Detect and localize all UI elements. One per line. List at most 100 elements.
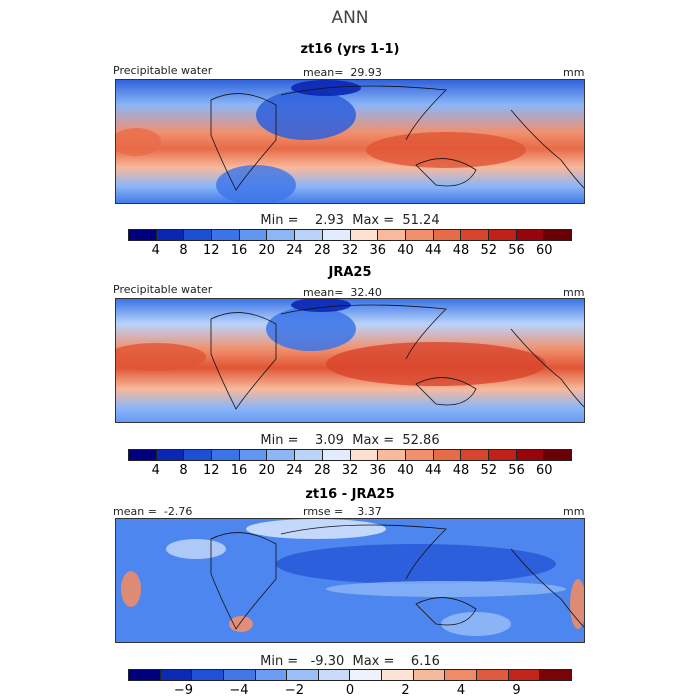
colorbar-tick-label: 44	[424, 243, 442, 258]
colorbar-cell	[239, 230, 268, 240]
colorbar-tick-label: 60	[535, 463, 553, 478]
colorbar-cell	[433, 450, 462, 460]
colorbar-cell	[184, 450, 213, 460]
panel-3-mean-label: mean = -2.76	[113, 505, 193, 518]
colorbar-cell	[267, 450, 296, 460]
panel-1-map	[115, 79, 585, 204]
colorbar-cell	[405, 230, 434, 240]
colorbar-cell	[295, 450, 323, 460]
colorbar-cell	[184, 230, 213, 240]
panel-1-colorbar	[128, 229, 572, 241]
colorbar-tick-label: 32	[341, 463, 359, 478]
colorbar-cell	[350, 670, 383, 680]
colorbar-tick-label: 0	[345, 683, 355, 698]
colorbar-cell	[378, 450, 406, 460]
panel-3-field	[116, 519, 584, 642]
colorbar-cell	[129, 230, 157, 240]
colorbar-cell	[350, 450, 379, 460]
colorbar-tick-label: 4	[456, 683, 466, 698]
panel-3-rmse-label: rmse = 3.37	[303, 505, 382, 518]
panel-3-colorbar	[128, 669, 572, 681]
colorbar-cell	[378, 230, 406, 240]
colorbar-tick-label: −9	[173, 683, 194, 698]
colorbar-cell	[239, 450, 268, 460]
colorbar-tick-label: 12	[202, 463, 220, 478]
colorbar-tick-label: 36	[369, 463, 387, 478]
panel-1-field	[116, 80, 584, 203]
panel-3-map	[115, 518, 585, 643]
colorbar-tick-label: 48	[452, 243, 470, 258]
colorbar-cell	[129, 670, 161, 680]
colorbar-cell	[322, 230, 351, 240]
colorbar-tick-label: 24	[286, 463, 303, 478]
colorbar-tick-label: 16	[230, 243, 248, 258]
colorbar-cell	[318, 670, 351, 680]
colorbar-tick-label: 40	[397, 243, 414, 258]
colorbar-tick-label: 16	[230, 463, 248, 478]
colorbar-tick-label: 52	[480, 463, 498, 478]
colorbar-cell	[287, 670, 319, 680]
colorbar-tick-label: 60	[535, 243, 553, 258]
colorbar-tick-label: 56	[508, 463, 525, 478]
colorbar-cell	[413, 670, 446, 680]
colorbar-tick-label: 32	[341, 243, 359, 258]
panel-2-map	[115, 298, 585, 423]
panel-3-units-label: mm	[563, 505, 585, 518]
panel-1-units-label: mm	[563, 66, 585, 79]
panel-2-variable-label: Precipitable water	[113, 283, 213, 296]
colorbar-tick-label: 44	[424, 463, 442, 478]
colorbar-cell	[488, 450, 517, 460]
panel-2-colorbar-ticks: 4 8 12 16 20 24 28 32 36 40 44 48 52 56 60	[128, 463, 572, 479]
colorbar-cell	[540, 670, 571, 680]
panel-2-mean-label: mean= 32.40	[303, 286, 382, 299]
colorbar-tick-label: 4	[151, 463, 160, 478]
colorbar-tick-label: 24	[286, 243, 303, 258]
panel-1-mean-label: mean= 29.93	[303, 66, 382, 79]
colorbar-cell	[192, 670, 224, 680]
figure-title: ANN	[331, 8, 369, 28]
panel-1-variable-label: Precipitable water	[113, 64, 213, 77]
colorbar-tick-label: 52	[480, 243, 498, 258]
panel-2-units-label: mm	[563, 286, 585, 299]
colorbar-cell	[295, 230, 323, 240]
colorbar-tick-label: 20	[258, 463, 276, 478]
colorbar-cell	[212, 230, 240, 240]
panel-3-colorbar-ticks: −9 −4 −2 0 2 4 9	[128, 683, 572, 699]
colorbar-tick-label: 40	[397, 463, 414, 478]
colorbar-cell	[160, 670, 193, 680]
colorbar-cell	[516, 230, 545, 240]
colorbar-cell	[477, 670, 509, 680]
colorbar-tick-label: 9	[512, 683, 521, 698]
colorbar-cell	[508, 670, 541, 680]
colorbar-tick-label: 20	[258, 243, 276, 258]
colorbar-tick-label: −2	[284, 683, 305, 698]
colorbar-tick-label: 56	[508, 243, 525, 258]
colorbar-cell	[544, 450, 571, 460]
colorbar-cell	[445, 670, 478, 680]
panel-1-colorbar-ticks: 4 8 12 16 20 24 28 32 36 40 44 48 52 56 60	[128, 243, 572, 259]
colorbar-cell	[156, 230, 185, 240]
colorbar-cell	[212, 450, 240, 460]
colorbar-tick-label: −4	[229, 683, 249, 698]
colorbar-cell	[255, 670, 288, 680]
panel-2-field	[116, 299, 584, 422]
colorbar-cell	[129, 450, 157, 460]
colorbar-tick-label: 48	[452, 463, 470, 478]
colorbar-cell	[382, 670, 414, 680]
panel-2-colorbar	[128, 449, 572, 461]
colorbar-tick-label: 2	[401, 683, 410, 698]
panel-2-title: JRA25	[328, 265, 372, 280]
colorbar-cell	[156, 450, 185, 460]
colorbar-tick-label: 12	[202, 243, 220, 258]
colorbar-cell	[461, 450, 489, 460]
panel-3-min-max: Min = -9.30 Max = 6.16	[260, 654, 440, 669]
colorbar-cell	[405, 450, 434, 460]
panel-1-title: zt16 (yrs 1-1)	[300, 42, 400, 57]
colorbar-tick-label: 8	[179, 463, 188, 478]
colorbar-tick-label: 36	[369, 243, 387, 258]
colorbar-cell	[461, 230, 489, 240]
colorbar-cell	[267, 230, 296, 240]
panel-3-title: zt16 - JRA25	[305, 487, 395, 502]
panel-1-min-max: Min = 2.93 Max = 51.24	[260, 213, 440, 228]
colorbar-tick-label: 28	[313, 243, 331, 258]
